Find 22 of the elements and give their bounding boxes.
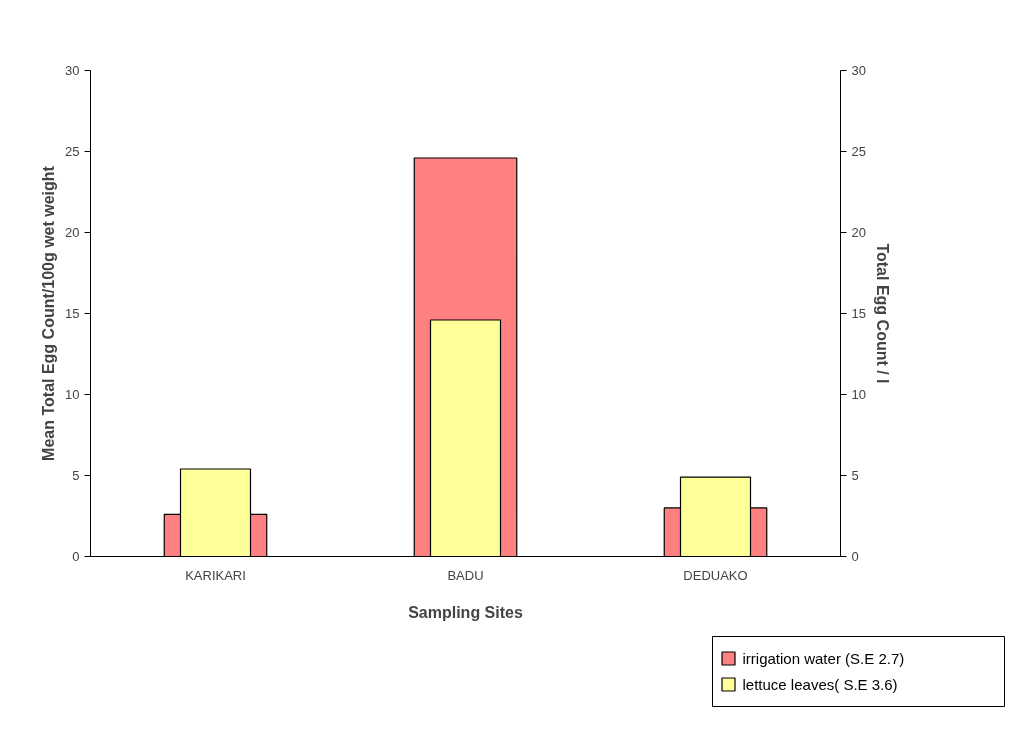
y2-tick-label: 15 (851, 306, 866, 321)
y2-tick-label: 20 (851, 225, 866, 240)
y-tick-label: 30 (65, 63, 80, 78)
y2-axis-title: Total Egg Count / l (873, 243, 891, 384)
y2-tick-label: 10 (851, 387, 866, 402)
x-tick-label: KARIKARI (185, 567, 246, 583)
y2-tick-label: 0 (851, 549, 859, 564)
legend-label: lettuce leaves( S.E 3.6) (742, 676, 898, 693)
x-axis-title: Sampling Sites (408, 603, 523, 621)
y-axis-title: Mean Total Egg Count/100g wet weight (40, 165, 58, 461)
x-tick-label: DEDUAKO (683, 567, 748, 583)
y2-tick-label: 25 (851, 144, 866, 159)
y-tick-label: 15 (65, 306, 80, 321)
y-tick-label: 20 (65, 225, 80, 240)
y-tick-label: 0 (72, 549, 80, 564)
y-tick-label: 5 (72, 468, 80, 483)
y-tick-label: 10 (65, 387, 80, 402)
y2-tick-label: 5 (851, 468, 859, 483)
y-tick-label: 25 (65, 144, 80, 159)
legend-label: irrigation water (S.E 2.7) (742, 650, 905, 667)
y2-tick-label: 30 (851, 63, 866, 78)
x-tick-label: BADU (447, 567, 484, 583)
